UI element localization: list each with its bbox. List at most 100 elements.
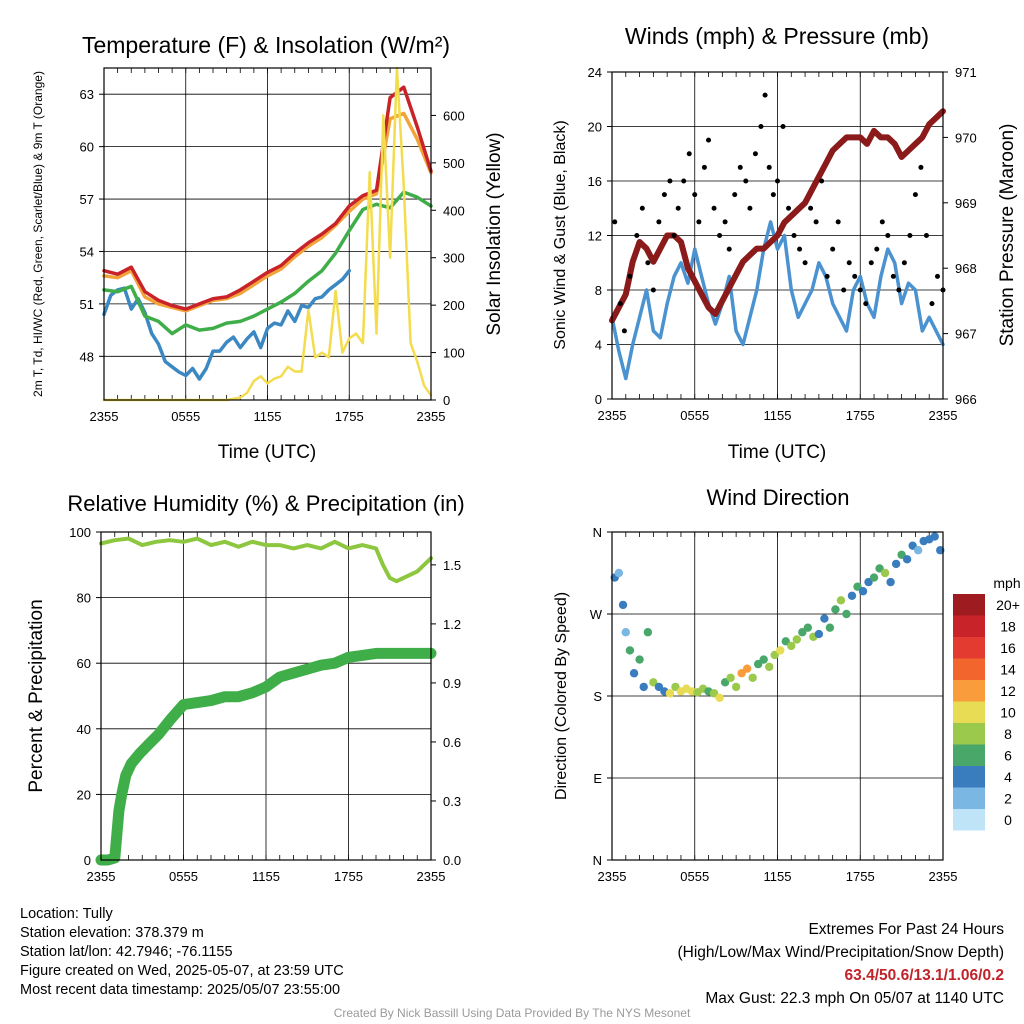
gust-point xyxy=(758,124,764,129)
gust-point xyxy=(743,178,749,184)
y-tick-label: 4 xyxy=(595,338,602,353)
x-tick-label: 0555 xyxy=(169,869,198,884)
y2-tick-label: 966 xyxy=(955,392,977,407)
y-tick-label: N xyxy=(593,853,602,868)
gust-point xyxy=(830,246,836,252)
gust-point xyxy=(711,205,717,211)
gust-point xyxy=(627,273,633,279)
direction-point xyxy=(753,659,763,669)
y-tick-label: 60 xyxy=(80,140,94,155)
y-tick-label: 51 xyxy=(80,297,94,312)
y-tick-label: S xyxy=(593,689,602,704)
y2-tick-label: 0.0 xyxy=(443,853,461,868)
colorbar-label: 14 xyxy=(1000,662,1016,678)
gust-point xyxy=(717,233,723,238)
gust-point xyxy=(824,273,830,279)
direction-point xyxy=(858,587,868,596)
direction-point xyxy=(902,555,912,564)
direction-point xyxy=(842,609,851,619)
winds-plot-area: 2355 0555 1155 1755 235504812162024966967968… xyxy=(588,65,977,423)
direction-point xyxy=(792,635,802,644)
x-tick-label: 0555 xyxy=(171,409,200,424)
gust-point xyxy=(923,233,929,238)
y-tick-label: 16 xyxy=(588,174,602,189)
gust-point xyxy=(907,233,913,238)
gust-point xyxy=(857,287,863,293)
station-info: Location: Tully Station elevation: 378.3… xyxy=(20,905,344,1000)
colorbar-swatch xyxy=(953,680,985,702)
gust-point xyxy=(752,151,758,157)
series-line xyxy=(102,190,433,336)
direction-point xyxy=(742,664,752,673)
y2-tick-label: 300 xyxy=(443,251,465,266)
colorbar-swatch xyxy=(953,787,985,809)
direction-point xyxy=(625,646,635,655)
direction-point xyxy=(649,678,658,687)
y-tick-label: 0 xyxy=(84,853,91,868)
direction-point xyxy=(787,641,796,651)
humidity-ylabel: Percent & Precipitation xyxy=(26,599,47,792)
y-tick-label: 80 xyxy=(77,591,91,606)
direction-point xyxy=(737,669,746,678)
direction-point xyxy=(720,678,730,687)
colorbar-label: 8 xyxy=(1004,726,1012,742)
winds-ylabel: Sonic Wind & Gust (Blue, Black) xyxy=(552,120,569,349)
winds-title: Winds (mph) & Pressure (mb) xyxy=(625,23,929,49)
x-tick-label: 2355 xyxy=(598,869,627,884)
gust-point xyxy=(912,192,918,198)
gust-point xyxy=(706,137,712,143)
direction-point xyxy=(831,605,840,614)
gust-point xyxy=(650,287,656,293)
direction-point xyxy=(643,628,653,637)
gust-point xyxy=(667,178,673,184)
direction-point xyxy=(770,650,779,660)
gust-point xyxy=(780,124,786,129)
colorbar-swatch xyxy=(953,615,985,637)
colorbar-label: 20+ xyxy=(996,597,1020,613)
y2-tick-label: 967 xyxy=(955,327,977,342)
direction-point xyxy=(869,573,879,582)
x-tick-label: 1755 xyxy=(846,408,875,423)
x-tick-label: 2355 xyxy=(90,409,119,424)
gust-point xyxy=(808,205,814,211)
series-line xyxy=(609,108,946,324)
y-tick-label: 63 xyxy=(80,87,94,102)
gust-point xyxy=(802,260,808,266)
gust-point xyxy=(732,192,738,198)
y2-tick-label: 968 xyxy=(955,261,977,276)
colorbar-swatch xyxy=(953,766,985,788)
colorbar-label: 4 xyxy=(1004,769,1012,785)
direction-point xyxy=(880,568,890,578)
gust-point xyxy=(612,219,618,225)
gust-point xyxy=(645,260,651,266)
gust-point xyxy=(797,246,803,252)
y2-tick-label: 100 xyxy=(443,346,465,361)
direction-point xyxy=(913,546,923,555)
y2-tick-label: 1.2 xyxy=(443,617,461,632)
y-tick-label: E xyxy=(593,771,602,786)
station-elevation: Station elevation: 378.379 m xyxy=(20,925,204,941)
gust-point xyxy=(766,164,772,170)
x-tick-label: 0555 xyxy=(680,408,709,423)
direction-point xyxy=(748,673,757,682)
direction-point xyxy=(853,582,862,591)
gust-point xyxy=(692,192,698,198)
temperature-xlabel: Time (UTC) xyxy=(218,442,317,463)
y2-tick-label: 969 xyxy=(955,196,977,211)
pressure-ylabel: Station Pressure (Maroon) xyxy=(997,124,1018,347)
x-tick-label: 2355 xyxy=(598,408,627,423)
extremes-box: Extremes For Past 24 Hours (High/Low/Max… xyxy=(678,918,1005,1010)
gust-point xyxy=(791,233,797,238)
series-line xyxy=(95,647,437,866)
humidity-plot-area: 2355 0555 1155 1755 23550204060801000.00.30.… xyxy=(69,525,461,884)
humidity-frame xyxy=(100,531,432,861)
y-tick-label: 100 xyxy=(69,525,91,540)
colorbar-label: 10 xyxy=(1000,705,1016,721)
x-tick-label: 1155 xyxy=(764,869,792,884)
station-latlon: Station lat/lon: 42.7946; -76.1155 xyxy=(20,944,233,960)
direction-point xyxy=(709,689,719,698)
winds-xlabel: Time (UTC) xyxy=(728,442,827,463)
direction-point xyxy=(759,655,768,664)
direction-point xyxy=(715,693,724,703)
